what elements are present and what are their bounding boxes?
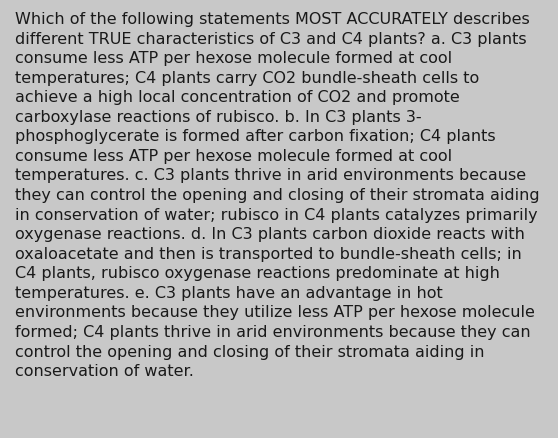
Text: Which of the following statements MOST ACCURATELY describes
different TRUE chara: Which of the following statements MOST A… [15,12,540,378]
